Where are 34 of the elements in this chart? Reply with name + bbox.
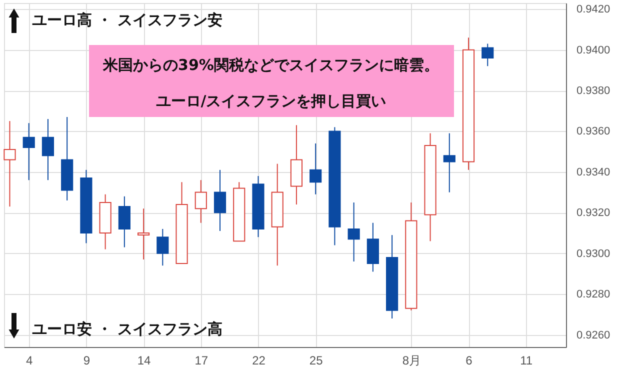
- y-tick-label: 0.9340: [576, 166, 610, 178]
- candlestick: [214, 169, 226, 232]
- candlestick: [348, 202, 360, 262]
- candlestick: [4, 120, 16, 208]
- y-tick-label: 0.9420: [576, 4, 610, 16]
- annotation: 米国からの39%関税などでスイスフランに暗雲。: [102, 56, 439, 74]
- candlestick: [443, 132, 456, 193]
- x-tick-label: 14: [137, 354, 152, 368]
- candlestick: [22, 122, 35, 181]
- x-tick-label: 17: [194, 354, 208, 368]
- x-tick-label: 4: [26, 354, 34, 368]
- candlestick: [138, 208, 150, 260]
- candlestick: [310, 142, 322, 195]
- y-tick-label: 0.9360: [576, 126, 610, 138]
- y-tick-label: 0.9320: [576, 207, 610, 220]
- annotation: ユーロ/スイスフランを押し目買い: [156, 92, 386, 110]
- candlestick: [482, 43, 494, 67]
- candlestick: [42, 118, 54, 181]
- y-tick-label: 0.9380: [576, 85, 610, 98]
- x-tick-label: 6: [466, 354, 473, 368]
- x-tick-label: 9: [83, 354, 90, 368]
- candlestick: [156, 228, 169, 266]
- x-tick-label: 8月: [402, 354, 422, 368]
- candlestick: [118, 196, 130, 248]
- candlestick: [194, 180, 207, 224]
- y-tick-label: 0.9400: [576, 44, 610, 56]
- y-tick-label: 0.9260: [576, 329, 610, 342]
- x-tick-label: 11: [520, 354, 533, 368]
- annotation: ユーロ安 ・ スイスフラン高: [32, 320, 222, 338]
- y-tick-label: 0.9280: [576, 288, 610, 301]
- y-tick-label: 0.9300: [576, 248, 610, 260]
- annotation: ユーロ高 ・ スイスフラン安: [32, 11, 222, 29]
- x-tick-label: 25: [309, 354, 324, 368]
- x-tick-label: 22: [252, 354, 266, 368]
